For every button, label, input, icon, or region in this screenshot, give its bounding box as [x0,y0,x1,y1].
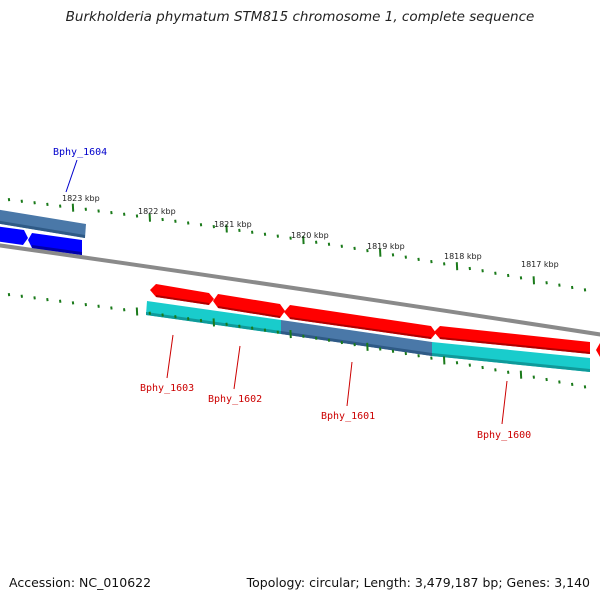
gene-bphy-1603-arrow[interactable] [150,284,214,305]
gene-next-arrow[interactable] [596,343,600,357]
kbp-label: 1819 kbp [367,242,405,251]
gene-reverse-arrow-shade [32,245,82,255]
reverse-strand-features [0,209,86,255]
gene-label-bphy-1602[interactable]: Bphy_1602 [208,394,262,405]
lower-scale-ticks [7,292,587,389]
highlight-band[interactable] [281,320,432,356]
chromosome-backbone [0,243,600,337]
accession-text: Accession: NC_010622 [9,575,152,590]
leader-bphy-1600 [501,380,508,425]
kbp-label: 1823 kbp [62,194,100,203]
gene-bphy-1604-highlight[interactable] [0,209,86,238]
gene-shade [218,306,280,318]
feature-band [146,301,590,372]
gene-label-bphy-1604[interactable]: Bphy_1604 [53,147,107,158]
leader-bphy-1603 [166,334,174,379]
gene-reverse-arrow[interactable] [0,226,28,245]
gene-label-bphy-1600[interactable]: Bphy_1600 [477,430,531,441]
map-title: Burkholderia phymatum STM815 chromosome … [65,9,535,25]
cyan-band-right[interactable] [432,342,590,372]
gene-bphy-1600-arrow[interactable] [434,326,590,354]
gene-bphy-1604-highlight-shade [0,220,85,238]
kbp-scale-labels: 1823 kbp 1822 kbp 1821 kbp 1820 kbp 1819… [62,194,559,269]
gene-bphy-1602-arrow[interactable] [213,294,285,318]
upper-scale-ticks [7,197,587,292]
gene-label-leaders [65,159,508,425]
band-shade [281,331,432,356]
gene-shade [440,337,590,354]
leader-bphy-1604 [65,159,78,193]
kbp-label: 1818 kbp [444,252,482,261]
kbp-label: 1820 kbp [291,231,329,240]
cyan-band-left[interactable] [146,301,281,334]
genome-summary-text: Topology: circular; Length: 3,479,187 bp… [246,575,590,590]
leader-bphy-1602 [233,345,241,390]
gene-label-bphy-1603[interactable]: Bphy_1603 [140,383,194,394]
gene-label-bphy-1601[interactable]: Bphy_1601 [321,411,375,422]
leader-bphy-1601 [346,361,353,407]
gene-reverse-arrow[interactable] [28,233,82,255]
gene-shade [156,295,209,305]
kbp-label: 1817 kbp [521,260,559,269]
kbp-label: 1821 kbp [214,220,252,229]
forward-strand-features [150,284,600,357]
gene-bphy-1601-arrow[interactable] [284,305,436,339]
band-shade [432,353,590,372]
gene-labels: Bphy_1604 Bphy_1603 Bphy_1602 Bphy_1601 … [53,147,531,441]
gene-shade [290,317,431,339]
kbp-label: 1822 kbp [138,207,176,216]
